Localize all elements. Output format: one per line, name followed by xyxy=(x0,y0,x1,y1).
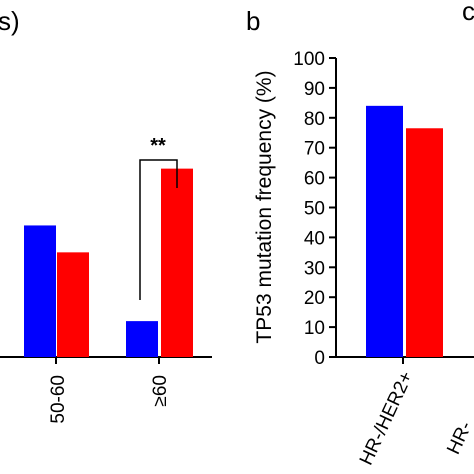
panel-a-significance-bracket xyxy=(139,159,178,300)
panel-a-x-tick-label: 50-60 xyxy=(48,375,69,424)
panel-b-y-tick-label: 100 xyxy=(293,49,325,70)
panel-b-y-tick-label: 80 xyxy=(304,109,325,130)
panel-c-label: c xyxy=(462,0,474,26)
panel-b-x-tick-label: HR-/HER2+ xyxy=(356,368,418,468)
panel-a-x-tick-label: ≥60 xyxy=(150,375,171,407)
panel-b: b TP53 mutation frequency (%) 0 10 20 30 40 5… xyxy=(246,6,474,468)
panel-b-y-tick-label: 0 xyxy=(314,348,325,369)
panel-a-bar xyxy=(126,321,158,357)
panel-b-y-axis-label: TP53 mutation frequency (%) xyxy=(253,70,276,343)
panel-a-bar xyxy=(57,252,89,357)
panel-b-y-tick-label: 30 xyxy=(304,258,325,279)
panel-b-bar xyxy=(366,105,403,357)
panel-a-significance-label: ** xyxy=(150,135,166,157)
panel-b-y-tick-label: 70 xyxy=(304,139,325,160)
panel-b-label: b xyxy=(246,6,260,36)
panel-a-label: s) xyxy=(0,6,20,36)
panel-b-y-tick-label: 40 xyxy=(304,228,325,249)
panel-c-x-tick-label: HR- xyxy=(443,418,474,457)
panel-b-y-tick-label: 20 xyxy=(304,288,325,309)
panel-b-y-tick-label: 50 xyxy=(304,199,325,220)
panel-b-bar xyxy=(406,128,443,357)
panel-c: c HR- xyxy=(443,0,474,458)
panel-b-y-tick-label: 60 xyxy=(304,169,325,190)
panel-a: s) ** 50-60 ≥60 xyxy=(0,6,212,424)
panel-b-y-tick-label: 90 xyxy=(304,79,325,100)
panel-a-bar xyxy=(24,225,56,357)
panel-a-bar xyxy=(161,168,193,357)
panel-b-y-tick-label: 10 xyxy=(304,318,325,339)
